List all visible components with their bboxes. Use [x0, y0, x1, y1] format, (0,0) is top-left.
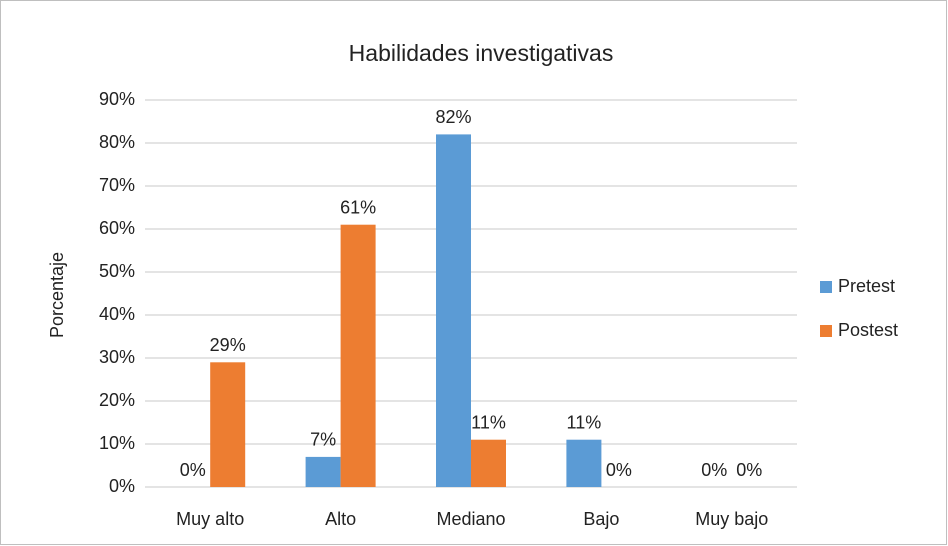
bar — [436, 134, 471, 487]
y-axis-label: Porcentaje — [47, 252, 67, 338]
data-label: 11% — [471, 412, 506, 432]
bar — [210, 362, 246, 487]
data-label: 0% — [606, 460, 632, 480]
x-tick-label: Alto — [325, 509, 356, 529]
x-tick-label: Muy bajo — [695, 509, 768, 529]
chart-title: Habilidades investigativas — [349, 40, 614, 66]
x-tick-label: Mediano — [436, 509, 505, 529]
y-tick-label: 80% — [99, 132, 135, 152]
y-tick-label: 30% — [99, 347, 135, 367]
legend-label: Pretest — [838, 276, 895, 296]
bar — [471, 439, 506, 487]
data-label: 0% — [701, 460, 727, 480]
data-label: 0% — [180, 460, 206, 480]
data-label: 0% — [736, 460, 762, 480]
x-tick-label: Muy alto — [176, 509, 244, 529]
data-label: 7% — [310, 430, 336, 450]
x-tick-label: Bajo — [583, 509, 619, 529]
y-tick-label: 10% — [99, 433, 135, 453]
y-tick-label: 40% — [99, 304, 135, 324]
data-label: 29% — [210, 335, 246, 355]
legend-label: Postest — [838, 320, 898, 340]
legend-swatch — [820, 325, 832, 337]
y-tick-label: 0% — [109, 476, 135, 496]
bar — [340, 224, 376, 487]
y-tick-label: 90% — [99, 89, 135, 109]
bar — [305, 456, 341, 487]
data-label: 11% — [567, 412, 602, 432]
legend-swatch — [820, 281, 832, 293]
data-label: 82% — [435, 107, 471, 127]
y-tick-label: 70% — [99, 175, 135, 195]
bar — [566, 439, 602, 487]
data-label: 61% — [340, 197, 376, 217]
y-tick-label: 20% — [99, 390, 135, 410]
y-tick-label: 50% — [99, 261, 135, 281]
y-tick-label: 60% — [99, 218, 135, 238]
